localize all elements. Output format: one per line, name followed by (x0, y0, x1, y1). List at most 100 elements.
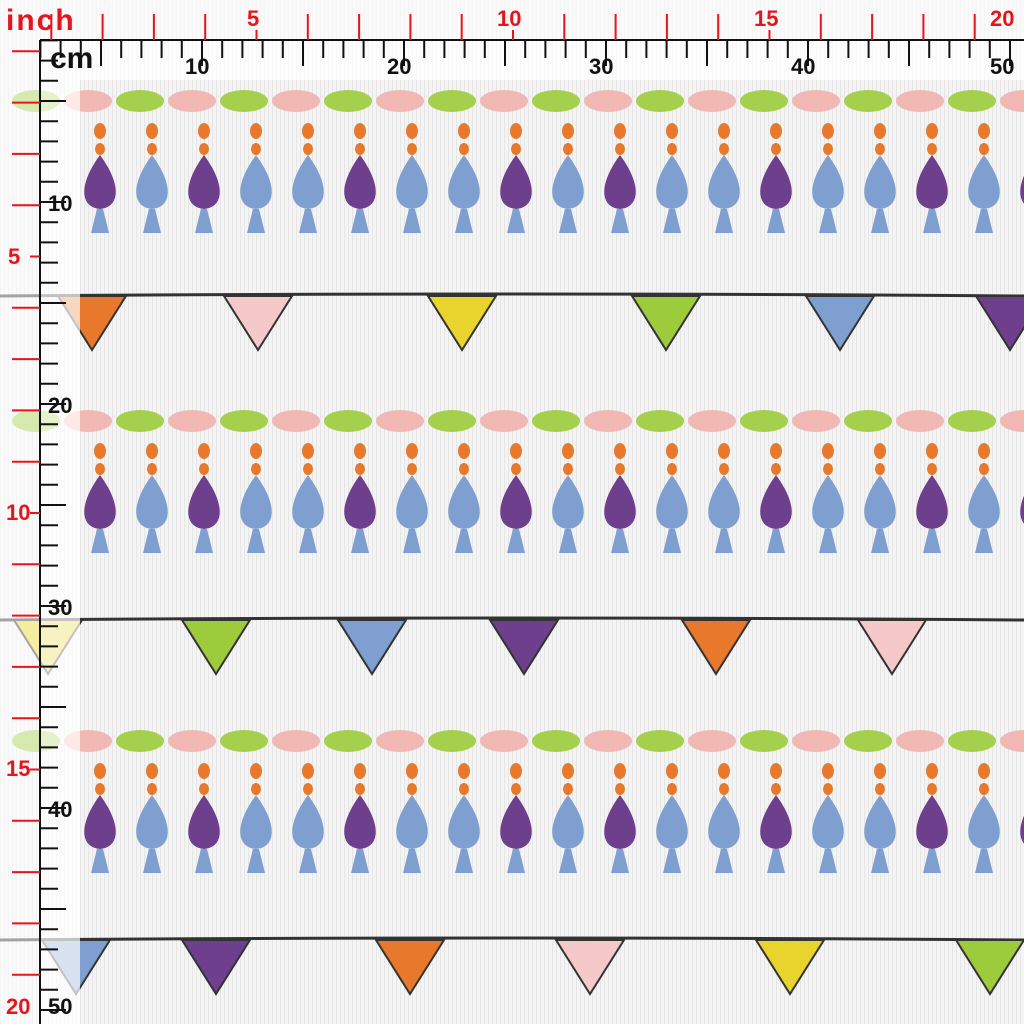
inch-top-label: 10 (497, 6, 522, 31)
bead (615, 463, 625, 475)
flag (680, 619, 752, 676)
leaf (688, 410, 736, 432)
drop (188, 795, 220, 849)
cm-top-label: 40 (791, 54, 816, 79)
bead (562, 763, 574, 779)
tassel (975, 849, 993, 873)
bead (406, 763, 418, 779)
drop (552, 155, 584, 209)
drop (448, 475, 480, 529)
tassel (299, 529, 317, 553)
leaf (584, 410, 632, 432)
bead (354, 763, 366, 779)
drop (812, 155, 844, 209)
drop (344, 795, 376, 849)
tassel (767, 209, 785, 233)
tassel (455, 209, 473, 233)
garland-row (12, 90, 1024, 233)
drop (396, 795, 428, 849)
drop (136, 475, 168, 529)
bead (823, 783, 833, 795)
leaf (896, 730, 944, 752)
leaf (792, 410, 840, 432)
drop (968, 795, 1000, 849)
bead (979, 143, 989, 155)
bead (770, 763, 782, 779)
bead (562, 123, 574, 139)
bead (250, 763, 262, 779)
bead (199, 783, 209, 795)
drop (604, 155, 636, 209)
tassel (403, 849, 421, 873)
bead (199, 463, 209, 475)
bead (667, 463, 677, 475)
leaf (688, 90, 736, 112)
drop (656, 475, 688, 529)
bead (927, 463, 937, 475)
bead (823, 463, 833, 475)
bead (979, 783, 989, 795)
bead (874, 763, 886, 779)
bead (303, 143, 313, 155)
bead (978, 443, 990, 459)
top-cm-band (40, 40, 1024, 80)
leaf (272, 410, 320, 432)
leaf (896, 410, 944, 432)
drop (656, 795, 688, 849)
bead (666, 763, 678, 779)
tassel (507, 209, 525, 233)
inch-left-label: 20 (6, 994, 31, 1019)
bead (250, 123, 262, 139)
bead (355, 463, 365, 475)
bead (146, 763, 158, 779)
inch-unit-label: inch (6, 4, 76, 37)
tassel (351, 529, 369, 553)
inch-left-label: 15 (6, 756, 31, 781)
tassel (663, 529, 681, 553)
bead (614, 123, 626, 139)
drop (916, 795, 948, 849)
bead (978, 123, 990, 139)
bead (563, 783, 573, 795)
leaf (792, 730, 840, 752)
bead (667, 783, 677, 795)
bead (666, 443, 678, 459)
leaf (116, 90, 164, 112)
bead (511, 783, 521, 795)
bead (459, 783, 469, 795)
tassel (871, 529, 889, 553)
bead (458, 763, 470, 779)
leaf (844, 730, 892, 752)
bead (926, 443, 938, 459)
drop (760, 155, 792, 209)
bead (875, 143, 885, 155)
bead (251, 463, 261, 475)
cm-top-label: 50 (990, 54, 1015, 79)
leaf (220, 90, 268, 112)
tassel (663, 849, 681, 873)
tassel (247, 209, 265, 233)
bead (94, 443, 106, 459)
bead (95, 783, 105, 795)
drop (708, 475, 740, 529)
bead (822, 123, 834, 139)
drop (188, 475, 220, 529)
drop (916, 155, 948, 209)
tassel (351, 849, 369, 873)
bead (355, 783, 365, 795)
tassel (923, 529, 941, 553)
tassel (91, 529, 109, 553)
leaf (220, 730, 268, 752)
bead (614, 763, 626, 779)
drop (656, 155, 688, 209)
tassel (299, 209, 317, 233)
bead (614, 443, 626, 459)
tassel (143, 849, 161, 873)
bead (459, 143, 469, 155)
inch-top-label: 20 (990, 6, 1015, 31)
drop (240, 155, 272, 209)
tassel (455, 529, 473, 553)
bead (510, 443, 522, 459)
bead (458, 123, 470, 139)
